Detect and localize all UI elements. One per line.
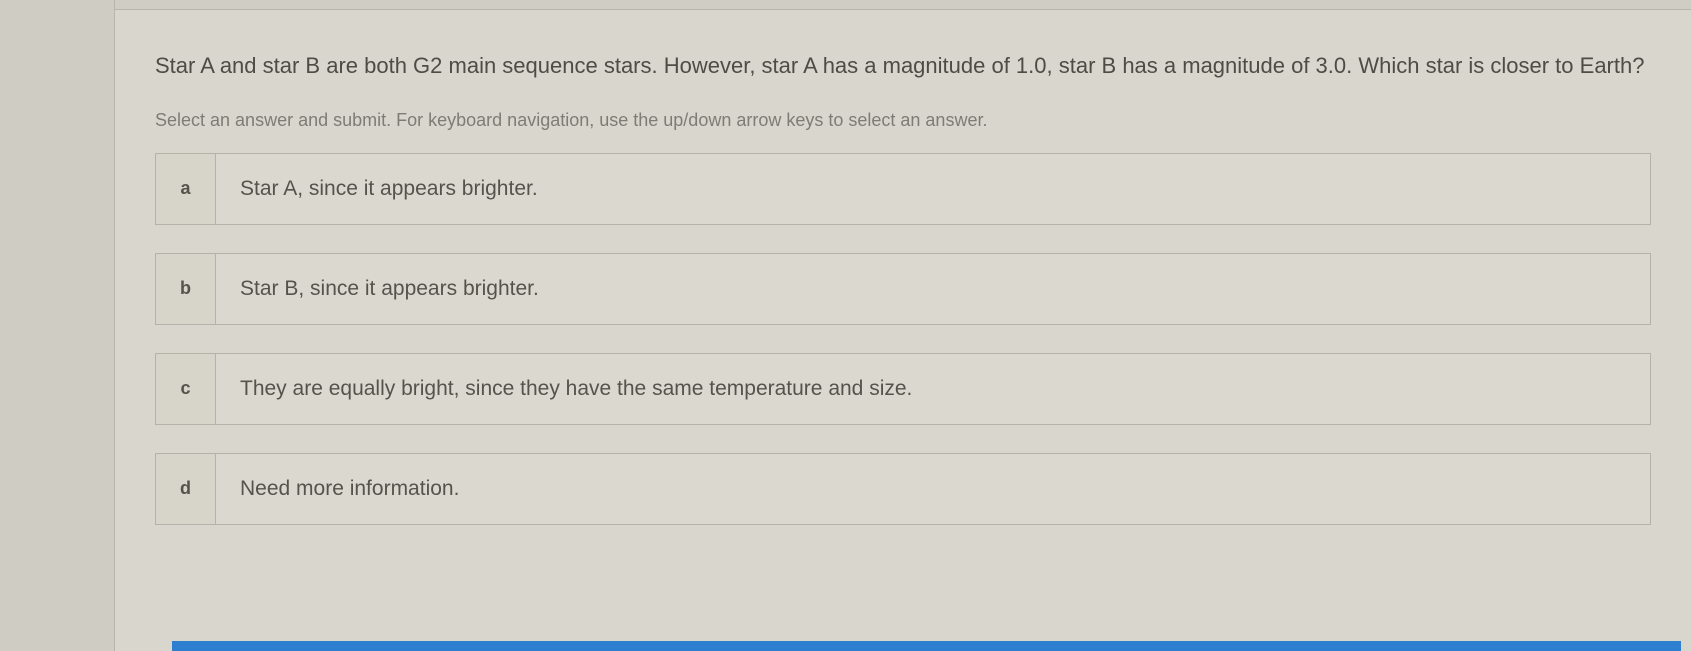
answer-label: Need more information. bbox=[216, 454, 1650, 524]
question-content: Star A and star B are both G2 main seque… bbox=[155, 50, 1651, 525]
answer-label: Star B, since it appears brighter. bbox=[216, 254, 1650, 324]
question-text: Star A and star B are both G2 main seque… bbox=[155, 50, 1651, 82]
answer-option-a[interactable]: a Star A, since it appears brighter. bbox=[155, 153, 1651, 225]
answer-key: b bbox=[156, 254, 216, 324]
answer-label: They are equally bright, since they have… bbox=[216, 354, 1650, 424]
bottom-progress-bar bbox=[172, 641, 1681, 651]
answer-option-c[interactable]: c They are equally bright, since they ha… bbox=[155, 353, 1651, 425]
left-sidebar-strip bbox=[0, 0, 115, 651]
answer-label: Star A, since it appears brighter. bbox=[216, 154, 1650, 224]
answer-option-d[interactable]: d Need more information. bbox=[155, 453, 1651, 525]
answer-key: c bbox=[156, 354, 216, 424]
answer-key: d bbox=[156, 454, 216, 524]
answer-option-b[interactable]: b Star B, since it appears brighter. bbox=[155, 253, 1651, 325]
top-divider bbox=[115, 0, 1691, 10]
answer-key: a bbox=[156, 154, 216, 224]
instruction-text: Select an answer and submit. For keyboar… bbox=[155, 110, 1651, 131]
